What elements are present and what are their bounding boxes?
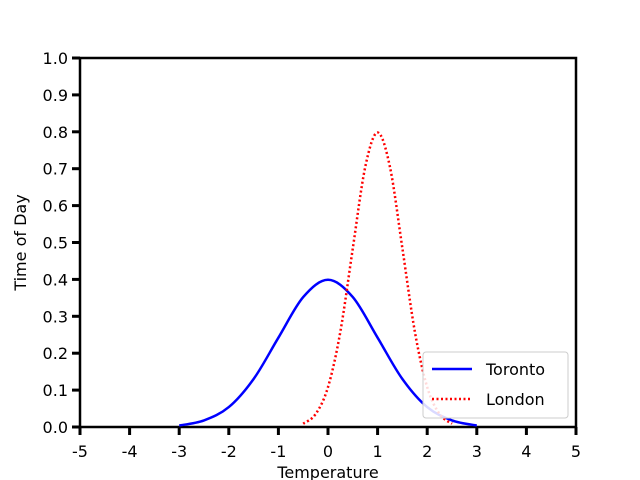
y-tick-label: 0.9 [43,86,68,105]
y-axis-label: Time of Day [11,194,30,291]
x-tick-label: -1 [270,442,286,461]
y-axis-ticks: 0.0 0.1 0.2 0.3 0.4 0.5 0.6 0.7 0.8 0.9 1.0 [43,49,80,437]
series-line-london [302,131,453,425]
legend-label-london: London [486,390,545,409]
y-tick-label: 0.1 [43,381,68,400]
y-tick-label: 0.2 [43,344,68,363]
x-tick-label: 0 [323,442,333,461]
y-tick-label: 0.6 [43,197,68,216]
x-tick-label: -3 [171,442,187,461]
x-tick-label: -2 [221,442,237,461]
x-tick-label: -5 [72,442,88,461]
y-tick-label: 0.0 [43,418,68,437]
x-tick-label: 1 [373,442,383,461]
y-tick-label: 0.8 [43,123,68,142]
y-tick-label: 0.5 [43,234,68,253]
legend: Toronto London [422,351,569,419]
y-tick-label: 0.3 [43,307,68,326]
y-tick-label: 0.4 [43,270,68,289]
x-axis-ticks: -5 -4 -3 -2 -1 0 1 2 3 4 5 [72,427,581,461]
x-tick-label: 2 [422,442,432,461]
x-tick-label: 4 [521,442,531,461]
x-tick-label: -4 [122,442,138,461]
x-tick-label: 5 [571,442,581,461]
x-tick-label: 3 [472,442,482,461]
legend-label-toronto: Toronto [485,360,545,379]
y-tick-label: 1.0 [43,49,68,68]
y-tick-label: 0.7 [43,160,68,179]
x-axis-label: Temperature [276,463,378,480]
